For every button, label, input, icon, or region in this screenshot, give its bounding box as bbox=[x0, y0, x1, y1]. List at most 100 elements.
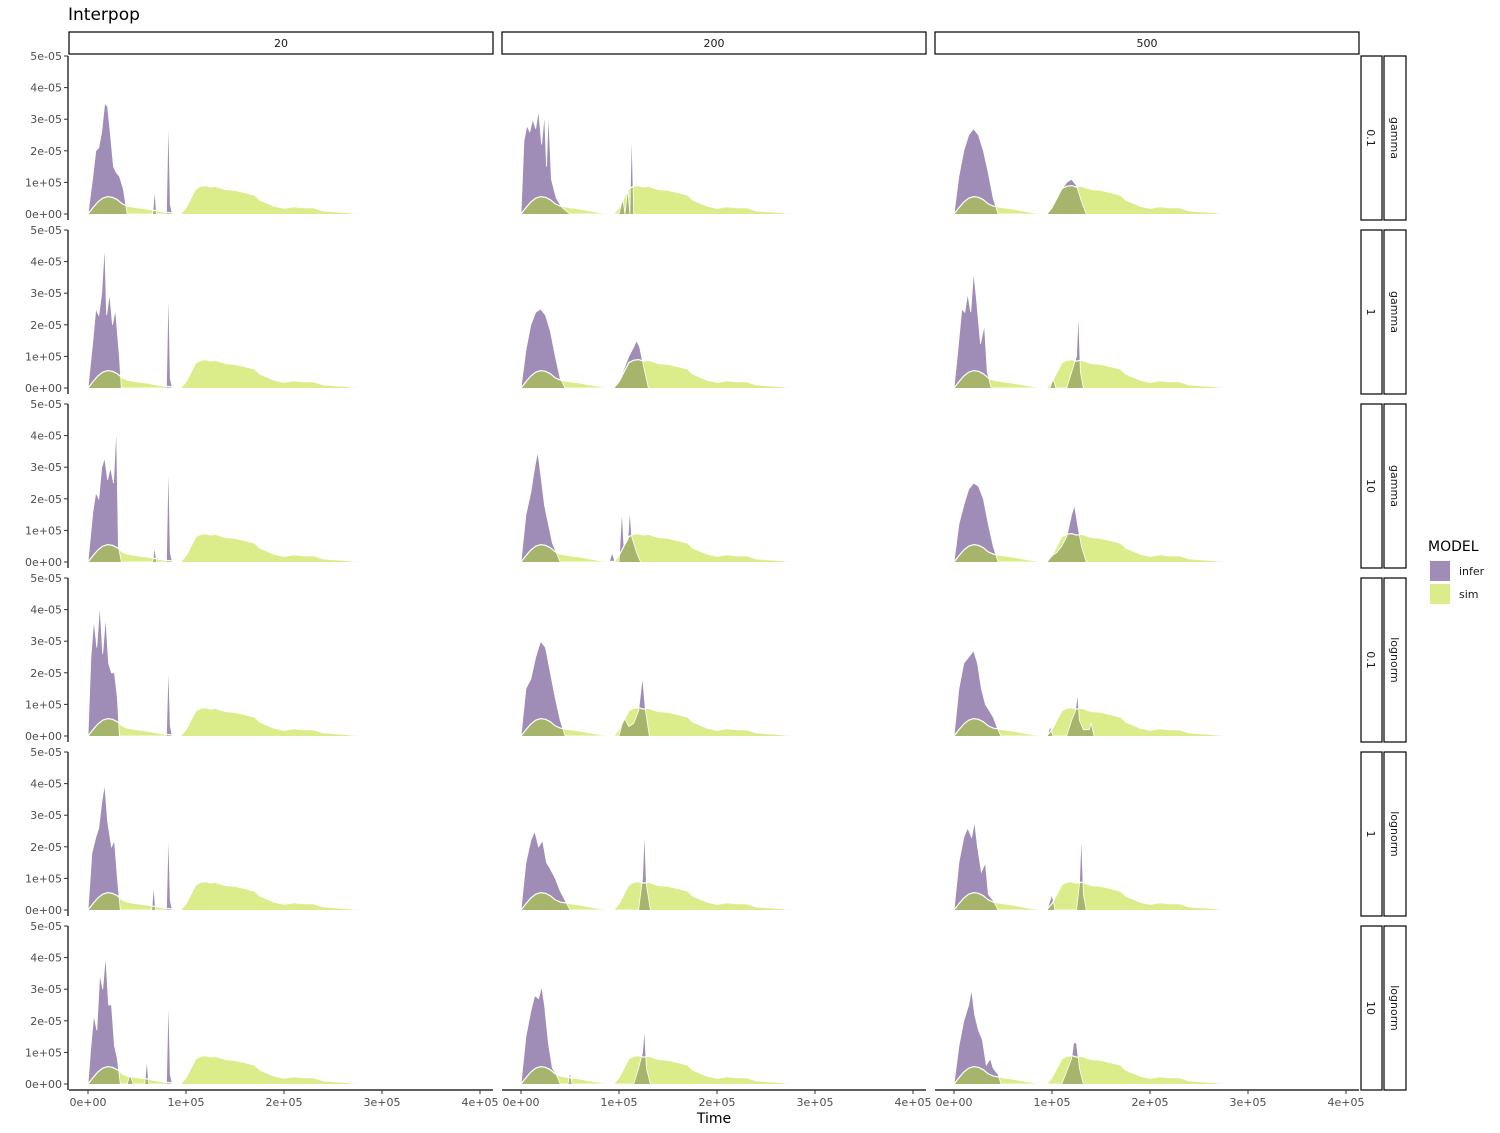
row-strip-dist-label: lognorm bbox=[1388, 811, 1401, 857]
sim-area bbox=[954, 881, 1258, 910]
column-strip-box bbox=[68, 31, 494, 55]
sim-area bbox=[88, 359, 392, 388]
infer-outline bbox=[953, 989, 1084, 1085]
overlap-area bbox=[954, 1055, 1084, 1084]
y-tick-label: 3e-05 bbox=[30, 809, 62, 822]
row-strip-param-label: 10 bbox=[1364, 1001, 1377, 1015]
infer-area bbox=[88, 423, 173, 562]
row-strip-dist-label: lognorm bbox=[1388, 985, 1401, 1031]
y-tick-label: 1e+05 bbox=[25, 350, 62, 363]
row-strip-param-box bbox=[1360, 403, 1383, 569]
x-tick-label: 1e+05 bbox=[601, 1096, 638, 1109]
row-strip-param-label: 10 bbox=[1364, 479, 1377, 493]
sim-outline bbox=[520, 358, 825, 389]
sim-area bbox=[521, 533, 825, 562]
sim-area bbox=[88, 707, 392, 736]
y-tick-label: 0e+00 bbox=[25, 1078, 62, 1091]
x-axes: 0e+00 1e+05 2e+05 3e+05 4e+05 0e+00 1e+05 2e+05… bbox=[69, 1089, 1365, 1109]
sim-outline bbox=[87, 880, 392, 911]
x-tick-label: 4e+05 bbox=[1328, 1096, 1365, 1109]
sim-area bbox=[954, 533, 1258, 562]
y-tick-label: 2e-05 bbox=[30, 493, 62, 506]
sim-outline bbox=[87, 1054, 392, 1085]
column-strips: 20 200 500 bbox=[68, 31, 1360, 55]
y-tick-label: 4e-05 bbox=[30, 952, 62, 965]
y-tick-label: 1e+05 bbox=[25, 872, 62, 885]
infer-area bbox=[88, 242, 173, 388]
row-strip-dist-label: lognorm bbox=[1388, 637, 1401, 683]
infer-outline bbox=[520, 109, 637, 215]
sim-area bbox=[88, 533, 392, 562]
column-strip-label: 500 bbox=[1137, 37, 1158, 50]
x-tick-label: 3e+05 bbox=[364, 1096, 401, 1109]
panel-r2-c3 bbox=[953, 271, 1258, 389]
row-strip-param-box bbox=[1360, 925, 1383, 1091]
row-strip-dist-label: gamma bbox=[1388, 117, 1401, 159]
infer-outline bbox=[520, 827, 651, 911]
row-strip-param-label: 0.1 bbox=[1364, 651, 1377, 669]
infer-area bbox=[521, 827, 651, 910]
y-tick-label: 5e-05 bbox=[30, 50, 62, 63]
panel-r5-c2 bbox=[520, 827, 825, 911]
row-strip-param-box bbox=[1360, 55, 1383, 221]
sim-outline bbox=[87, 706, 392, 737]
sim-area bbox=[521, 881, 825, 910]
legend-label-sim: sim bbox=[1459, 588, 1479, 601]
overlap-area bbox=[521, 533, 641, 562]
y-tick-label: 0e+00 bbox=[25, 208, 62, 221]
infer-outline bbox=[87, 102, 173, 215]
legend-title: MODEL bbox=[1428, 539, 1479, 555]
infer-area bbox=[521, 641, 650, 736]
sim-outline bbox=[953, 532, 1258, 563]
row-strip-dist-box bbox=[1383, 403, 1407, 569]
y-tick-label: 2e-05 bbox=[30, 319, 62, 332]
panel-r3-c1 bbox=[87, 422, 392, 563]
y-tick-label: 3e-05 bbox=[30, 461, 62, 474]
x-tick-label: 1e+05 bbox=[168, 1096, 205, 1109]
panel-r3-c3 bbox=[953, 482, 1258, 563]
panel-r5-c1 bbox=[87, 783, 392, 911]
row-strip-dist-box bbox=[1383, 577, 1407, 743]
row-strip-dist-box bbox=[1383, 751, 1407, 917]
infer-outline bbox=[87, 603, 173, 737]
y-tick-label: 2e-05 bbox=[30, 145, 62, 158]
y-tick-label: 3e-05 bbox=[30, 113, 62, 126]
sim-area bbox=[521, 1055, 825, 1084]
y-tick-label: 1e+05 bbox=[25, 176, 62, 189]
y-tick-label: 2e-05 bbox=[30, 667, 62, 680]
column-strip-label: 20 bbox=[274, 37, 288, 50]
infer-area bbox=[954, 128, 1087, 214]
panel-r4-c1 bbox=[87, 603, 392, 737]
infer-outline bbox=[520, 985, 651, 1085]
y-tick-label: 3e-05 bbox=[30, 287, 62, 300]
x-tick-label: 0e+00 bbox=[70, 1096, 107, 1109]
infer-outline bbox=[953, 482, 1087, 563]
y-tick-label: 5e-05 bbox=[30, 920, 62, 933]
sim-area bbox=[88, 881, 392, 910]
infer-outline bbox=[953, 271, 1084, 389]
y-tick-label: 1e+05 bbox=[25, 524, 62, 537]
infer-outline bbox=[953, 821, 1087, 911]
y-tick-label: 2e-05 bbox=[30, 1015, 62, 1028]
x-tick-label: 0e+00 bbox=[936, 1096, 973, 1109]
sim-area bbox=[521, 185, 825, 214]
sim-outline bbox=[520, 1054, 825, 1085]
panel-r6-c1 bbox=[87, 954, 392, 1085]
x-tick-label: 3e+05 bbox=[797, 1096, 834, 1109]
y-tick-label: 5e-05 bbox=[30, 572, 62, 585]
panel-r4-c3 bbox=[953, 649, 1258, 737]
infer-area bbox=[954, 650, 1095, 736]
row-strip-param-label: 1 bbox=[1364, 831, 1377, 838]
sim-outline bbox=[953, 706, 1258, 737]
y-tick-label: 4e-05 bbox=[30, 256, 62, 269]
y-tick-label: 0e+00 bbox=[25, 730, 62, 743]
y-tick-label: 3e-05 bbox=[30, 635, 62, 648]
column-strip-box bbox=[501, 31, 927, 55]
y-tick-label: 4e-05 bbox=[30, 82, 62, 95]
row-strips: 0.1 gamma 1 gamma 10 gamma 0.1 lognorm 1 lognorm 1… bbox=[1360, 55, 1407, 1091]
sim-outline bbox=[520, 706, 825, 737]
infer-area bbox=[521, 309, 649, 388]
y-tick-label: 5e-05 bbox=[30, 746, 62, 759]
y-tick-label: 5e-05 bbox=[30, 398, 62, 411]
y-tick-label: 2e-05 bbox=[30, 841, 62, 854]
